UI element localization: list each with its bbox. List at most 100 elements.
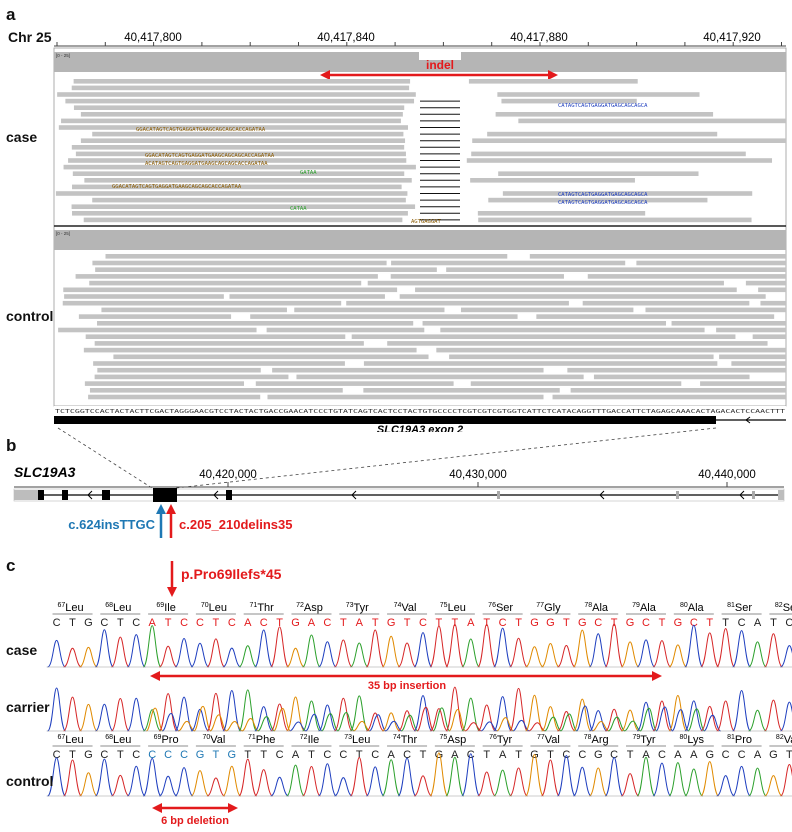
trace-peak xyxy=(95,703,114,732)
trace-peak xyxy=(254,629,274,668)
strand-arrow xyxy=(213,490,219,500)
base-call: C xyxy=(339,749,347,761)
control-coverage xyxy=(54,230,786,250)
read xyxy=(363,388,560,393)
read xyxy=(88,394,261,400)
trace-peak xyxy=(333,697,353,732)
trace-peak xyxy=(620,709,640,732)
base-call: T xyxy=(563,617,570,629)
trace-peak xyxy=(238,758,258,797)
read xyxy=(745,280,786,286)
codon-label: 75Asp xyxy=(439,734,466,746)
base-call: A xyxy=(387,749,395,761)
trace-peak xyxy=(652,640,672,668)
read xyxy=(731,361,786,366)
case-label-a: case xyxy=(6,129,38,145)
base-call: C xyxy=(132,617,140,629)
read xyxy=(296,374,584,380)
trace-peak xyxy=(448,708,467,732)
trace-peak xyxy=(190,770,210,797)
read xyxy=(229,294,385,299)
trace-peak xyxy=(158,645,178,668)
trace-peak xyxy=(480,721,498,732)
trace-peak xyxy=(63,759,83,797)
read xyxy=(266,327,425,333)
trace-peak xyxy=(222,690,242,732)
read xyxy=(73,79,411,84)
trace-peak xyxy=(588,767,608,797)
protein-change-label: p.Pro69Ilefs*45 xyxy=(181,566,282,582)
read xyxy=(387,341,768,346)
trace-peak xyxy=(429,752,449,797)
base-call: C xyxy=(403,749,411,761)
trace-peak xyxy=(190,708,210,732)
protein-change-arrow xyxy=(167,561,177,597)
trace-peak xyxy=(652,700,672,732)
base-call: C xyxy=(132,749,140,761)
codon-label: 75Leu xyxy=(440,602,466,614)
read xyxy=(645,307,786,313)
codon-label: 78Ala xyxy=(584,602,609,614)
read xyxy=(488,197,708,203)
read xyxy=(468,79,638,84)
trace-peak xyxy=(381,712,401,732)
bottom-codon-row: 67Leu 68Leu 69Pro 70Val 71Phe 72Ile 73Leu 74Thr… xyxy=(52,734,792,747)
trace-peak xyxy=(684,700,704,732)
trace-peak xyxy=(525,753,544,797)
base-call: T xyxy=(276,617,283,629)
codon-label: 78Arg xyxy=(584,734,609,746)
trace-peak xyxy=(416,706,435,732)
read xyxy=(399,294,766,299)
base-call: G xyxy=(705,749,714,761)
base-call: C xyxy=(467,749,475,761)
trace-peak xyxy=(732,630,752,668)
read xyxy=(83,217,403,223)
trace-peak xyxy=(592,721,610,732)
gene-ruler-label-1: 40,420,000 xyxy=(199,469,257,481)
read xyxy=(93,361,345,366)
codon-label: 76Tyr xyxy=(489,734,512,746)
read xyxy=(92,197,406,203)
carrier-chromatogram xyxy=(46,686,792,732)
ruler-label-1: 40,417,800 xyxy=(124,32,182,44)
base-call: C xyxy=(722,749,730,761)
base-call: C xyxy=(323,617,331,629)
base-call: G xyxy=(387,617,396,629)
read xyxy=(367,280,724,286)
base-call: C xyxy=(148,749,156,761)
base-call: G xyxy=(84,617,93,629)
trace-peak xyxy=(477,771,496,797)
trace-peak xyxy=(142,625,162,668)
base-call: G xyxy=(674,617,683,629)
igv-panel: 40,417,800 40,417,840 40,417,880 40,417,… xyxy=(53,32,787,432)
trace-peak xyxy=(525,694,544,732)
trace-peak xyxy=(366,712,385,732)
read xyxy=(97,367,261,373)
read-seq-9: CATAA xyxy=(290,206,307,212)
base-call: C xyxy=(323,749,331,761)
read xyxy=(97,321,414,326)
base-call: G xyxy=(530,749,539,761)
base-call: T xyxy=(483,617,490,629)
trace-peak xyxy=(541,706,560,732)
trace-peak xyxy=(254,769,273,797)
base-call: C xyxy=(53,749,61,761)
trace-peak xyxy=(668,644,688,668)
trace-peak xyxy=(381,635,401,668)
trace-peak xyxy=(110,698,130,732)
gene-ruler-label-2: 40,430,000 xyxy=(449,469,507,481)
read xyxy=(57,92,416,97)
trace-peak xyxy=(732,765,751,797)
base-call: T xyxy=(117,617,124,629)
read xyxy=(422,321,667,326)
read xyxy=(72,171,405,176)
trace-peak xyxy=(445,686,465,732)
codon-label: 67Leu xyxy=(57,734,83,746)
trace-peak xyxy=(318,641,337,668)
trace-peak xyxy=(384,720,403,732)
read xyxy=(567,367,786,373)
trace-peak xyxy=(493,627,513,668)
variant-arrow-red xyxy=(166,504,176,538)
read xyxy=(85,334,346,339)
